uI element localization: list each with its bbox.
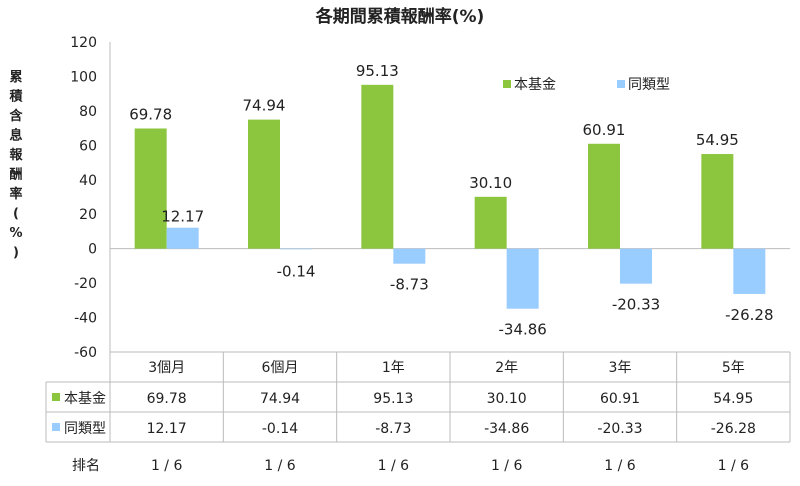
y-tick-label: -40 <box>74 311 97 327</box>
table-cell: 30.10 <box>487 391 527 407</box>
bar-labels: 69.78 74.94 95.13 30.10 60.91 54.95 12.17 -0.14… <box>129 62 773 339</box>
bars <box>134 84 766 309</box>
table-cell: -34.86 <box>484 421 529 437</box>
table-legend-swatch <box>52 393 60 401</box>
table-cell: 74.94 <box>260 391 300 407</box>
y-axis-label-char: 率 <box>9 186 22 202</box>
x-category-label: 3年 <box>609 360 632 376</box>
rank-value: 1 / 6 <box>151 458 183 474</box>
table-cell: -8.73 <box>375 421 411 437</box>
y-axis-label-char: 累 <box>9 69 22 85</box>
x-category-label: 2年 <box>495 360 518 376</box>
rank-value: 1 / 6 <box>378 458 410 474</box>
bar-peer <box>620 248 652 284</box>
bar-data-label: 74.94 <box>243 97 286 115</box>
legend-swatch <box>503 80 511 88</box>
y-tick-label: -60 <box>74 345 97 361</box>
x-category-label: 5年 <box>722 360 745 376</box>
bar-data-label: -26.28 <box>725 306 773 324</box>
bar-data-label: 69.78 <box>129 105 172 123</box>
rank-value: 1 / 6 <box>604 458 636 474</box>
legend-label: 同類型 <box>628 77 670 93</box>
bar-data-label: 60.91 <box>583 121 626 139</box>
x-category-label: 3個月 <box>148 360 185 376</box>
bar-fund <box>701 154 734 249</box>
bar-peer <box>393 248 426 264</box>
bar-fund <box>588 143 620 249</box>
y-tick-label: 40 <box>79 173 97 189</box>
axes <box>109 42 790 352</box>
table-legend-swatch <box>52 423 60 431</box>
rank-value: 1 / 6 <box>718 458 750 474</box>
table-cell: 12.17 <box>147 421 187 437</box>
bar-data-label: -8.73 <box>390 276 429 294</box>
y-axis-label-char: ) <box>13 246 19 261</box>
bar-fund <box>361 84 394 249</box>
bar-data-label: 54.95 <box>696 131 739 149</box>
table-cell: -20.33 <box>597 421 642 437</box>
rank-value: 1 / 6 <box>491 458 523 474</box>
y-axis-label-char: 報 <box>9 147 23 163</box>
table-series-name: 本基金 <box>64 390 106 407</box>
table-cell: 54.95 <box>713 391 753 407</box>
x-category-label: 1年 <box>382 360 405 376</box>
rank-label: 排名 <box>72 458 100 474</box>
bar-data-label: -0.14 <box>277 263 316 281</box>
y-tick-label: 60 <box>79 138 97 154</box>
y-axis-label-char: 積 <box>8 89 23 105</box>
bar-peer <box>733 248 766 294</box>
bar-data-label: -20.33 <box>612 296 660 314</box>
legend: 本基金 同類型 <box>503 76 670 93</box>
x-category-label: 6個月 <box>262 360 299 376</box>
bar-data-label: 12.17 <box>161 208 204 226</box>
bar-data-label: -34.86 <box>498 321 546 339</box>
bar-peer <box>280 248 312 250</box>
y-tick-label: -20 <box>74 276 97 292</box>
table-cell: 69.78 <box>147 391 187 407</box>
y-axis-label-char: 息 <box>9 128 22 144</box>
bar-peer <box>506 248 539 309</box>
table-cell: 60.91 <box>600 391 640 407</box>
y-tick-label: 20 <box>79 207 97 223</box>
y-axis-ticks: 120 100 80 60 40 20 0 -20 -40 -60 <box>70 35 97 361</box>
y-tick-label: 100 <box>70 69 97 85</box>
y-axis-label-char: % <box>9 226 22 241</box>
bar-data-label: 95.13 <box>356 62 399 80</box>
legend-swatch <box>617 80 625 88</box>
table-cell: -26.28 <box>711 421 756 437</box>
y-tick-label: 0 <box>88 242 97 258</box>
y-axis-label-char: ( <box>13 207 19 222</box>
chart-title: 各期間累積報酬率(%) <box>315 6 485 27</box>
bar-data-label: 30.10 <box>469 174 512 192</box>
legend-label: 本基金 <box>514 76 556 93</box>
y-axis-label-char: 酬 <box>9 168 22 183</box>
table-cell: -0.14 <box>262 421 298 437</box>
bar-peer <box>166 227 199 249</box>
bar-fund <box>134 128 167 249</box>
bar-fund <box>474 196 507 249</box>
bar-fund <box>248 119 280 249</box>
y-axis-label-char: 含 <box>8 108 23 124</box>
table-series-name: 同類型 <box>64 421 106 437</box>
rank-value: 1 / 6 <box>264 458 296 474</box>
y-tick-label: 80 <box>79 104 97 120</box>
table-cell: 95.13 <box>373 391 413 407</box>
y-tick-label: 120 <box>70 35 97 51</box>
